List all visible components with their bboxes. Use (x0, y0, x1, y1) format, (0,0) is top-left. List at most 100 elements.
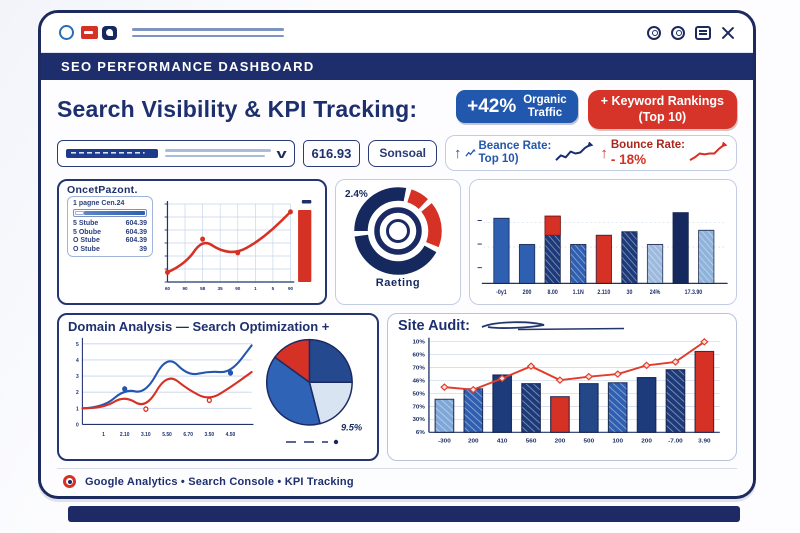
svg-text:4: 4 (76, 358, 79, 364)
svg-text:9.5%: 9.5% (341, 423, 362, 433)
kpi-legend-box: 1 pagne Cen.24 5 Stube 604.39 5 Obube 604.… (67, 196, 153, 258)
svg-text:8.00: 8.00 (548, 290, 558, 296)
heading-row: Search Visibility & KPI Tracking: +42% O… (57, 90, 737, 130)
svg-text:70%: 70% (412, 405, 425, 411)
svg-text:1: 1 (254, 286, 257, 291)
metric-value-box[interactable]: 616.93 (302, 139, 361, 167)
svg-text:0: 0 (76, 422, 79, 428)
red-tab-icon[interactable] (81, 26, 98, 39)
app-titlebar: SEO PERFORMANCE DASHBOARD (41, 53, 753, 80)
svg-text:46%: 46% (412, 379, 425, 385)
beance-rate-text: Beance Rate: Top 10) (478, 140, 552, 166)
beance-rate-sparkline (555, 142, 594, 162)
kpi-panel-title: OncetPazont. (67, 184, 138, 197)
svg-text:200: 200 (641, 438, 652, 445)
svg-text:5: 5 (272, 286, 275, 291)
rating-donut-chart (354, 187, 442, 275)
domain-panel-title: Domain Analysis — Search Optimization + (68, 319, 330, 335)
svg-text:17.3.90: 17.3.90 (685, 290, 703, 296)
svg-text:6.70: 6.70 (183, 432, 193, 438)
svg-text:50%: 50% (412, 392, 425, 398)
svg-text:58: 58 (200, 286, 205, 291)
record-icon[interactable] (647, 25, 661, 40)
svg-text:10%: 10% (412, 340, 425, 346)
browser-window: SEO PERFORMANCE DASHBOARD Search Visibil… (38, 10, 756, 499)
svg-text:3: 3 (76, 374, 79, 380)
svg-text:60%: 60% (412, 353, 425, 359)
record-icon[interactable] (671, 25, 685, 40)
trend-axis-icon (464, 148, 476, 157)
window-controls (647, 25, 735, 40)
kpi-legend-item: 5 Stube 604.39 (73, 220, 147, 228)
up-arrow-icon: ↑ (454, 144, 462, 162)
svg-text:3.10: 3.10 (141, 432, 151, 438)
svg-text:5.50: 5.50 (162, 432, 172, 438)
svg-text:1: 1 (76, 406, 79, 412)
menu-window-icon[interactable] (695, 25, 711, 40)
kpi-legend-item: O Stube 39 (73, 245, 147, 253)
browser-chrome-bar (41, 13, 753, 53)
svg-text:35: 35 (218, 286, 223, 291)
pie-legend-scribble (286, 440, 339, 445)
up-arrow-icon: ↑ (600, 144, 608, 162)
sonsoal-button[interactable]: Sonsoal (368, 139, 437, 167)
kpi-panel-body: 1 pagne Cen.24 5 Stube 604.39 5 Obube 604.… (67, 196, 317, 300)
svg-text:-7.00: -7.00 (668, 438, 683, 445)
keyword-rankings-badge: + Keyword Rankings (Top 10) (587, 90, 737, 130)
svg-text:4.50: 4.50 (226, 432, 236, 438)
bottom-panels-row: Domain Analysis — Search Optimization + … (57, 313, 737, 462)
svg-text:6%: 6% (416, 431, 426, 437)
svg-text:2: 2 (76, 390, 79, 396)
browser-logo-icon[interactable] (59, 25, 74, 40)
domain-panel-body: 5 4 3 2 1 0 1 2.10 3.10 5.50 6.70 3.50 4.50 9.5% (68, 334, 368, 450)
close-icon[interactable] (721, 26, 735, 40)
site-audit-panel: Site Audit: 10% 60% 70% 46% 50% 70% 30% 6% -300 2… (387, 313, 737, 462)
svg-text:560: 560 (526, 438, 537, 445)
svg-text:3.90: 3.90 (698, 438, 711, 445)
svg-text:410: 410 (497, 438, 508, 445)
footer-bar: Google Analytics • Search Console • KPI … (57, 468, 737, 489)
svg-text:3.50: 3.50 (205, 432, 215, 438)
controls-row: v 616.93 Sonsoal ↑ Beance Rate: Top 10) (57, 135, 737, 172)
dropdown-placeholder-lines (165, 149, 272, 158)
donut-caption: Raeting (375, 277, 421, 290)
svg-text:70%: 70% (412, 366, 425, 372)
svg-text:60: 60 (165, 286, 170, 291)
footer-sources-text: Google Analytics • Search Console • KPI … (85, 475, 354, 488)
bounce-rate-stat: ↑ Bounce Rate: - 18% (600, 139, 728, 167)
svg-text:200: 200 (555, 438, 566, 445)
seo-pie-block: 9.5% (263, 334, 368, 446)
dashboard-content: Search Visibility & KPI Tracking: +42% O… (41, 80, 753, 495)
svg-text:-300: -300 (438, 438, 451, 445)
site-audit-title: Site Audit: (398, 318, 470, 335)
svg-text:1: 1 (102, 432, 105, 438)
kpi-legend-item: O Stube 604.39 (73, 237, 147, 245)
svg-text:2.10: 2.10 (120, 432, 130, 438)
svg-text:200: 200 (468, 438, 479, 445)
svg-text:100: 100 (612, 438, 623, 445)
bounce-rate-text: Bounce Rate: - 18% (610, 138, 685, 167)
domain-line-chart: 5 4 3 2 1 0 1 2.10 3.10 5.50 6.70 3.50 4.50 (76, 338, 254, 439)
traffic-bar-chart: -0y1 200 8.00 1.1N 2.110 30 24% 17.3.90 (477, 212, 728, 297)
filter-dropdown[interactable]: v (57, 139, 295, 167)
traffic-bars-panel: -0y1 200 8.00 1.1N 2.110 30 24% 17.3.90 (469, 179, 737, 306)
rating-donut-panel: 2.4% Raeting (335, 179, 461, 306)
svg-text:2.110: 2.110 (597, 290, 610, 296)
middle-panels-row: OncetPazont. 1 pagne Cen.24 5 Stube 604.3… (57, 179, 737, 306)
title-scribble (481, 321, 624, 331)
blue-tab-icon[interactable] (102, 25, 117, 40)
svg-text:-0y1: -0y1 (496, 290, 507, 296)
chevron-down-icon[interactable]: v (276, 145, 287, 161)
kpi-progress-bar[interactable] (73, 209, 147, 218)
organic-traffic-label: Organic Traffic (523, 94, 567, 119)
window-base-bar (68, 506, 740, 522)
svg-text:90: 90 (288, 286, 293, 291)
svg-text:200: 200 (523, 290, 532, 296)
bounce-rate-sparkline (689, 142, 728, 162)
kpi-line-chart: 60 90 58 35 90 1 5 90 (164, 200, 312, 291)
seo-pie-chart: 9.5% (266, 339, 363, 433)
address-bar-lines (132, 28, 284, 37)
donut-value-label: 2.4% (345, 189, 368, 201)
domain-analysis-panel: Domain Analysis — Search Optimization + … (57, 313, 379, 462)
